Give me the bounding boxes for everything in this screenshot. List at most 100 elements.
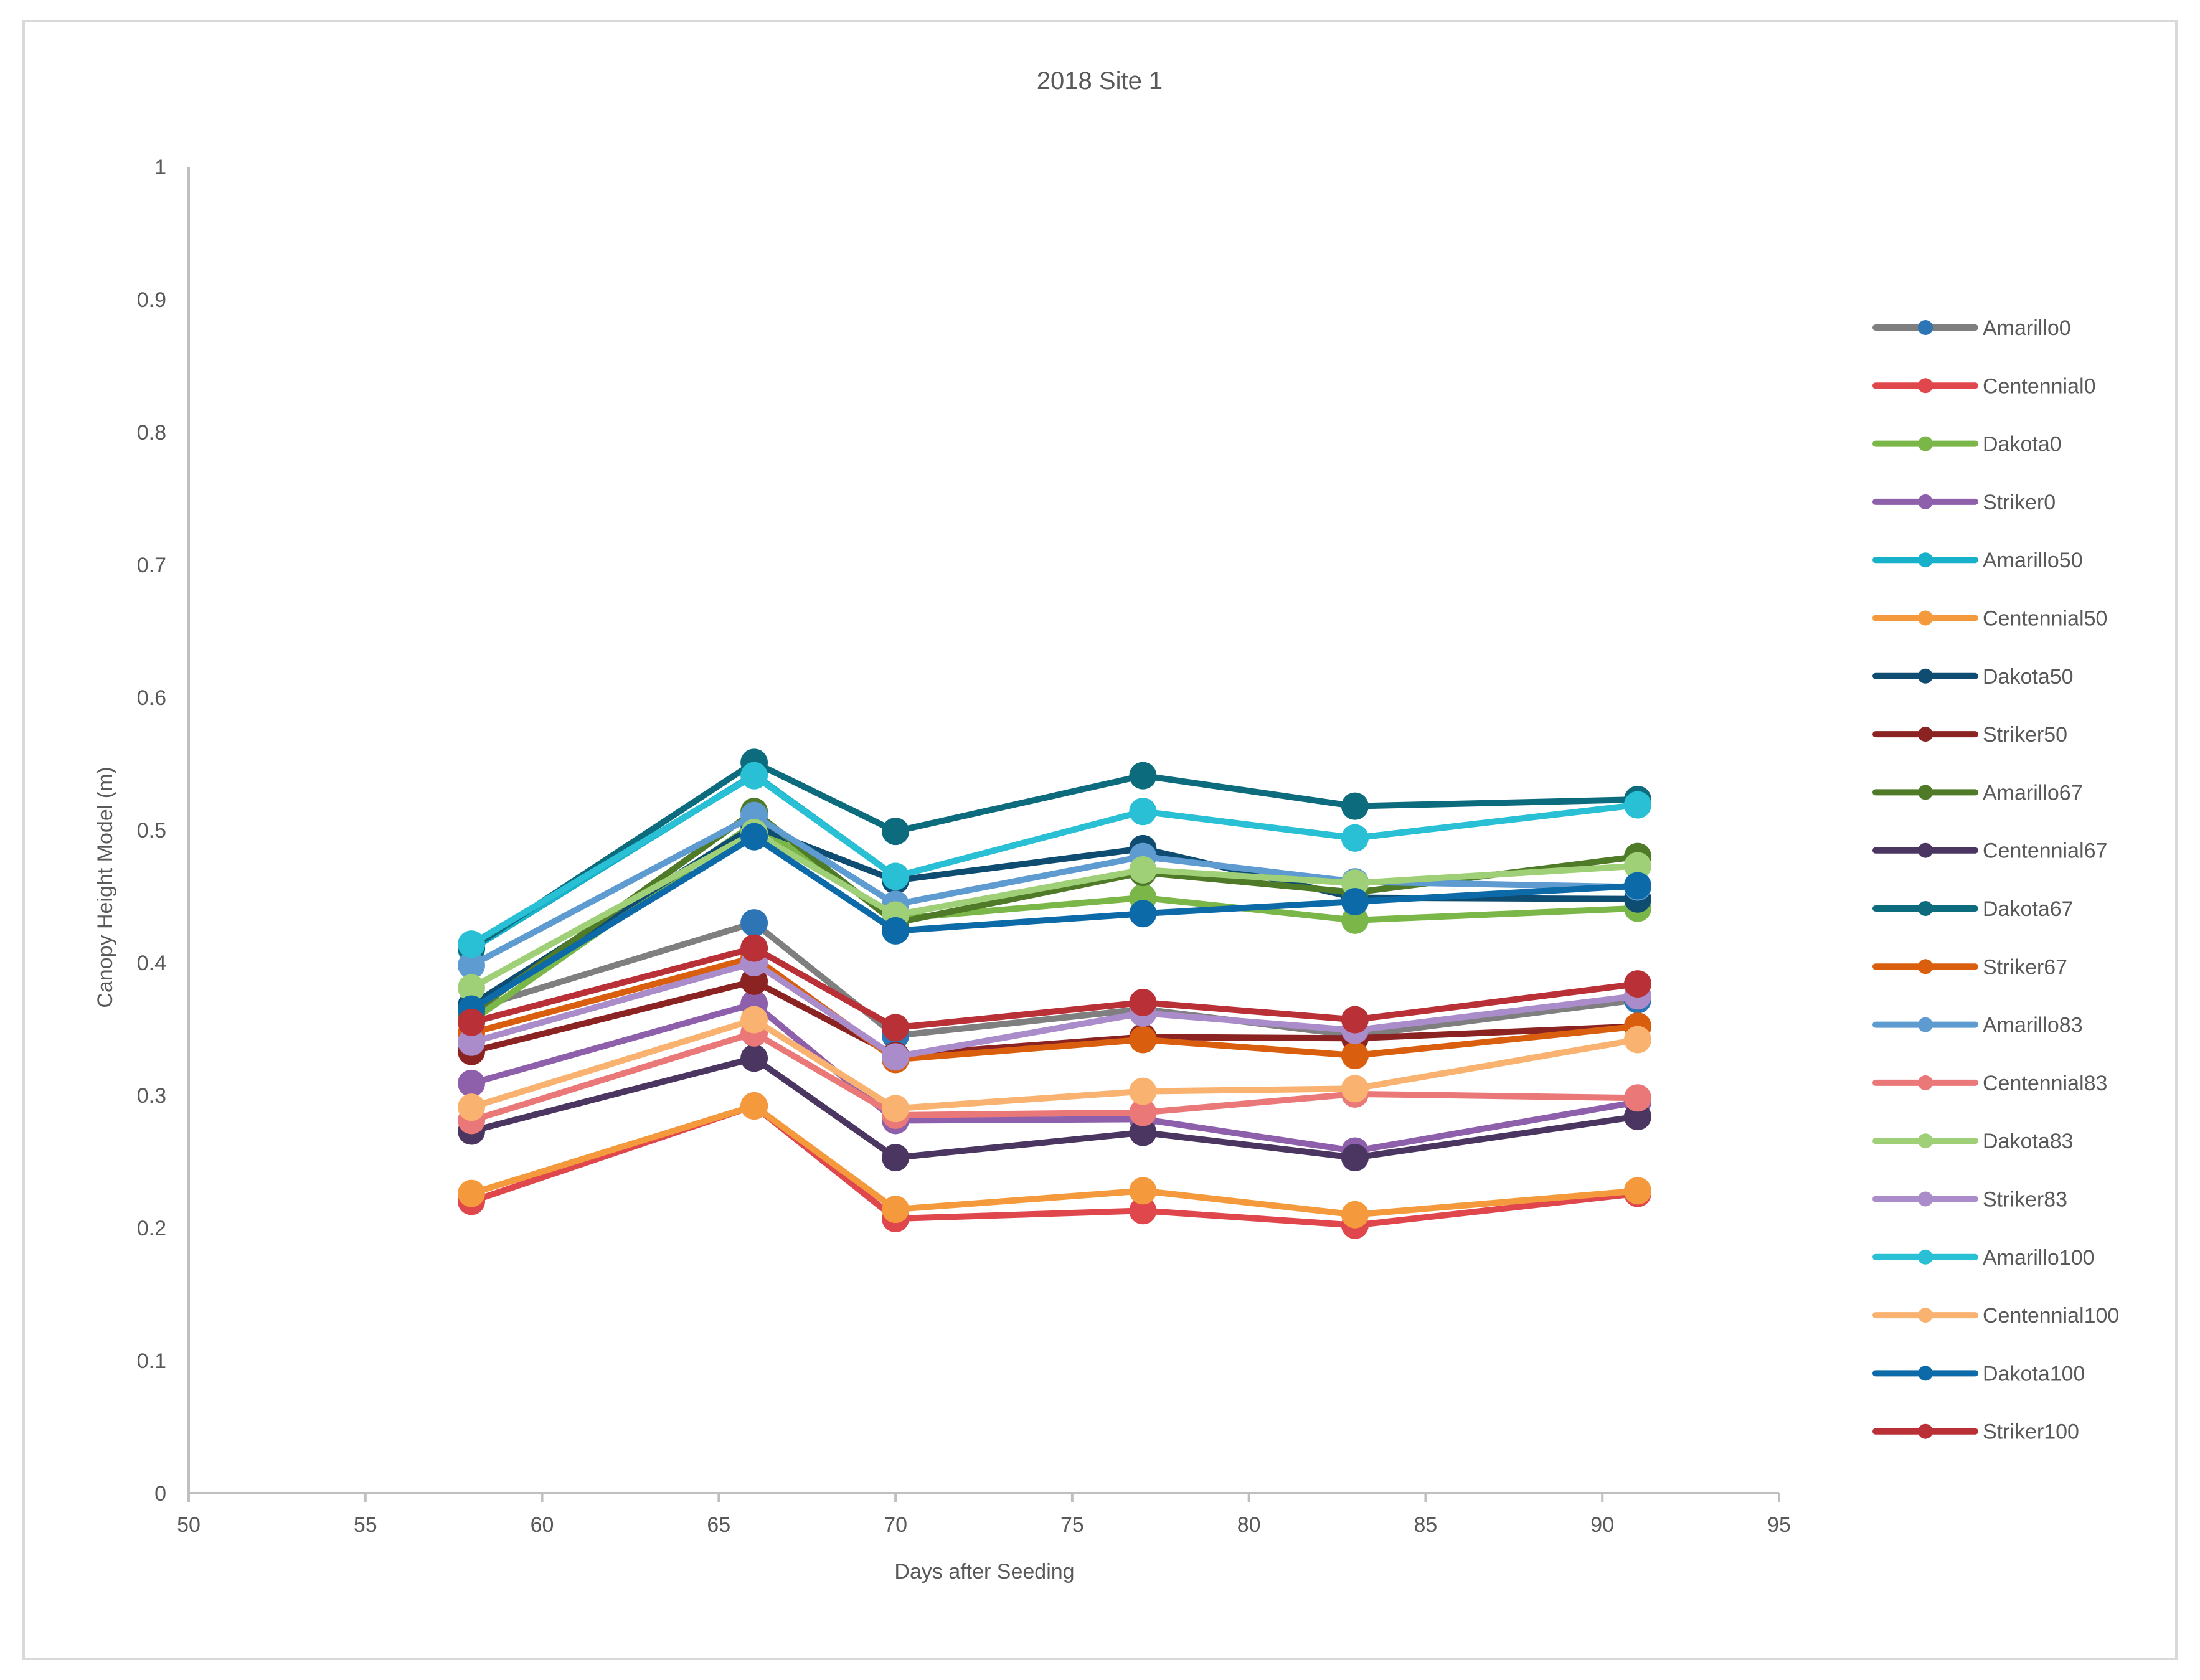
legend-item: Dakota100 [1872, 1362, 2085, 1385]
legend-swatch-marker [1918, 494, 1933, 509]
legend-item: Amarillo0 [1872, 316, 2071, 340]
series-line [468, 1103, 1641, 1218]
legend-label: Dakota100 [1983, 1362, 2085, 1385]
legend-label: Centennial50 [1983, 607, 2107, 631]
data-point [1341, 888, 1369, 916]
data-point [1341, 1006, 1369, 1034]
legend-swatch-marker [1918, 552, 1933, 568]
data-point [1623, 791, 1651, 819]
legend-swatch-marker [1918, 1366, 1933, 1381]
legend-swatch-marker [1918, 1075, 1933, 1090]
series-line [468, 772, 1641, 948]
data-point [740, 934, 768, 962]
legend-swatch-marker [1918, 1308, 1933, 1323]
data-point [882, 1014, 910, 1042]
series-line [468, 808, 1641, 1016]
series-line [468, 759, 1641, 951]
legend-swatch-marker [1918, 436, 1933, 451]
data-point [740, 1092, 768, 1120]
legend-swatch-marker [1918, 1249, 1933, 1265]
x-tick-label: 55 [354, 1513, 377, 1537]
data-point [458, 974, 486, 1002]
y-tick-label: 0.9 [137, 288, 166, 312]
legend-item: Striker83 [1872, 1188, 2067, 1212]
data-point [458, 1069, 486, 1097]
legend-label: Centennial67 [1983, 839, 2107, 863]
data-point [882, 818, 910, 846]
data-point [1129, 856, 1157, 884]
series-Centennial67 [458, 1044, 1651, 1172]
data-point [1623, 1084, 1651, 1112]
data-point [1623, 970, 1651, 998]
data-point [740, 762, 768, 790]
data-point [458, 930, 486, 958]
y-tick-label: 0.8 [137, 421, 166, 445]
y-tick-label: 1 [154, 156, 166, 179]
data-point [1341, 824, 1369, 852]
axes: 50 55 60 65 70 75 80 85 90 95 0 0.1 0.2 0.3 0.4 0.5 0.6 0… [137, 156, 1791, 1537]
series-line [468, 1016, 1641, 1112]
x-tick-label: 65 [707, 1513, 730, 1537]
series-Striker100 [458, 934, 1651, 1042]
y-axis-label: Canopy Height Model (m) [93, 767, 117, 1008]
legend-item: Centennial50 [1872, 607, 2107, 631]
data-point [1129, 1026, 1157, 1054]
data-point [882, 917, 910, 945]
legend-item: Striker50 [1872, 723, 2067, 747]
y-tick-label: 0.3 [137, 1084, 166, 1108]
data-point [1129, 1118, 1157, 1146]
data-point [1623, 872, 1651, 900]
data-point [1341, 1144, 1369, 1172]
legend-item: Striker0 [1872, 491, 2056, 514]
legend-swatch-marker [1918, 1191, 1933, 1207]
series-Centennial50 [458, 1092, 1651, 1229]
legend-item: Amarillo83 [1872, 1014, 2083, 1037]
data-point [882, 1144, 910, 1172]
data-point [882, 1043, 910, 1071]
y-tick-label: 0.5 [137, 819, 166, 842]
legend-label: Amarillo50 [1983, 549, 2083, 572]
x-tick-label: 70 [884, 1513, 907, 1537]
series-line [468, 833, 1641, 1012]
chart-title: 2018 Site 1 [1037, 67, 1163, 95]
data-point [882, 1095, 910, 1123]
legend-label: Striker0 [1983, 491, 2056, 514]
legend-swatch-marker [1918, 1133, 1933, 1149]
y-tick-label: 0.6 [137, 686, 166, 710]
legend-label: Amarillo83 [1983, 1014, 2083, 1037]
series-line [468, 1029, 1641, 1124]
legend-item: Dakota0 [1872, 433, 2062, 456]
legend-label: Centennial0 [1983, 374, 2095, 398]
legend-item: Striker100 [1872, 1420, 2079, 1444]
data-point [1129, 1197, 1157, 1225]
legend-swatch-marker [1918, 1423, 1933, 1439]
legend-label: Dakota83 [1983, 1130, 2074, 1153]
series-Dakota67 [458, 748, 1651, 962]
legend-item: Striker67 [1872, 955, 2067, 979]
series-layer [458, 748, 1651, 1239]
legend-label: Striker83 [1983, 1188, 2067, 1212]
data-point [458, 1008, 486, 1036]
legend-swatch-marker [1918, 610, 1933, 626]
data-point [740, 1006, 768, 1034]
legend: Amarillo0 Centennial0 Dakota0 Striker0 Amari… [1872, 316, 2119, 1444]
series-Amarillo100 [458, 762, 1651, 958]
data-point [1129, 1077, 1157, 1105]
data-point [1341, 1201, 1369, 1229]
legend-item: Centennial0 [1872, 374, 2095, 398]
legend-item: Dakota67 [1872, 897, 2074, 921]
y-tick-label: 0.4 [137, 951, 166, 975]
x-tick-label: 95 [1767, 1513, 1791, 1537]
legend-swatch-marker [1918, 320, 1933, 335]
data-point [1129, 900, 1157, 928]
legend-swatch-marker [1918, 727, 1933, 742]
legend-item: Centennial67 [1872, 839, 2107, 863]
data-point [740, 823, 768, 851]
data-point [1341, 1075, 1369, 1103]
series-line [468, 1055, 1641, 1161]
data-point [740, 909, 768, 937]
data-point [1129, 1098, 1157, 1126]
legend-item: Centennial83 [1872, 1072, 2107, 1095]
legend-label: Dakota50 [1983, 665, 2074, 689]
data-point [1623, 1177, 1651, 1205]
